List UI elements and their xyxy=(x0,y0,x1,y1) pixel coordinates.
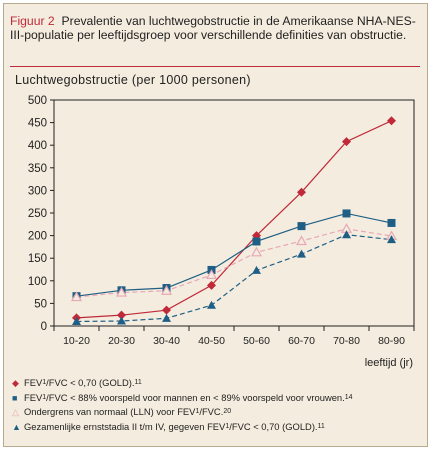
point-lln xyxy=(160,285,173,295)
legend-text: Ondergrens van normaal (LLN) voor FEV xyxy=(24,406,196,417)
legend-text: /FVC < 0,70 (GOLD). xyxy=(46,377,135,388)
x-tick-label: 10-20 xyxy=(63,335,90,347)
legend-item: ◆ FEV 1/FVC < 0,70 (GOLD). 11 xyxy=(12,376,424,391)
x-tick-label: 60-70 xyxy=(288,335,315,347)
y-tick-label: 250 xyxy=(28,208,47,220)
legend-marker: ■ xyxy=(12,392,18,403)
x-tick-label: 70-80 xyxy=(333,335,360,347)
legend-item: △ Ondergrens van normaal (LLN) voor FEV 1/… xyxy=(12,405,424,420)
point-lln88 xyxy=(342,209,351,218)
y-tick-label: 500 xyxy=(28,95,47,107)
figure-title: Figuur 2 Prevalentie van luchtwegobstruc… xyxy=(10,14,420,42)
x-tick-label: 40-50 xyxy=(198,335,225,347)
point-stages xyxy=(72,316,81,325)
point-lln xyxy=(295,235,308,246)
y-tick-label: 450 xyxy=(28,118,47,130)
legend-text: 1 xyxy=(225,422,230,430)
y-tick-label: 400 xyxy=(28,140,47,152)
legend-text: FEV xyxy=(24,377,43,388)
point-lln88 xyxy=(297,222,306,231)
point-lln xyxy=(205,269,218,280)
point-gold xyxy=(207,280,216,290)
series-line-lln xyxy=(76,228,392,298)
legend-item: ■ FEV 1/FVC < 88% voorspeld voor mannen en… xyxy=(12,391,424,406)
title-divider xyxy=(10,66,420,67)
legend-text: FEV xyxy=(24,391,43,403)
y-tick-label: 100 xyxy=(28,276,47,288)
legend-text: /FVC. xyxy=(199,406,224,417)
legend-text: /FVC < 0,70 (GOLD). xyxy=(229,420,318,432)
point-stages xyxy=(117,316,126,325)
figure-panel: Figuur 2 Prevalentie van luchtwegobstruc… xyxy=(3,3,428,447)
point-lln88 xyxy=(252,237,261,246)
line-chart: 0 50 100 150 200 250 300 350 400 450 500 10-20 20-30… xyxy=(28,95,415,369)
figure-label: Figuur 2 xyxy=(10,14,55,28)
legend-text: Gezamenlijke ernststadia II t/m IV, gege… xyxy=(24,420,226,432)
legend-text: 14 xyxy=(344,393,353,401)
series-line-gold xyxy=(76,120,392,319)
y-tick-label: 350 xyxy=(28,163,47,175)
point-stages xyxy=(297,249,306,258)
x-axis-title: leeftijd (jr) xyxy=(365,357,413,369)
point-stages xyxy=(342,230,351,239)
y-tick-label: 0 xyxy=(41,321,47,333)
y-tick-label: 50 xyxy=(34,298,47,310)
legend-marker: △ xyxy=(12,407,19,417)
point-gold xyxy=(162,305,171,315)
legend-marker: ◆ xyxy=(12,378,19,388)
point-gold xyxy=(342,137,351,147)
point-gold xyxy=(297,187,306,197)
y-tick-label: 200 xyxy=(28,231,47,243)
series-line-lln88 xyxy=(76,212,392,297)
point-gold xyxy=(387,116,396,126)
y-tick-label: 150 xyxy=(28,253,47,265)
legend-text: 11 xyxy=(317,422,325,430)
figure-caption: Prevalentie van luchtwegobstructie in de… xyxy=(10,14,416,42)
legend-text: 1 xyxy=(42,393,47,401)
legend-text: 1 xyxy=(195,408,200,415)
chart-legend: ◆ FEV 1/FVC < 0,70 (GOLD). 11 ■ FEV 1/FVC < 88… xyxy=(12,376,424,434)
point-lln xyxy=(70,291,83,302)
y-tick-label: 300 xyxy=(28,185,47,197)
legend-text: 1 xyxy=(42,379,47,386)
series-line-stages xyxy=(76,234,392,323)
point-stages xyxy=(162,313,171,322)
x-tick-label: 30-40 xyxy=(153,335,180,347)
legend-text: 20 xyxy=(223,408,232,415)
x-tick-label: 20-30 xyxy=(108,335,135,347)
legend-text: 11 xyxy=(134,379,142,386)
point-lln xyxy=(115,286,128,297)
point-gold xyxy=(117,310,126,320)
legend-marker: ▲ xyxy=(12,421,21,432)
y-axis-title: Luchtwegobstructie (per 1000 personen) xyxy=(15,73,251,87)
legend-text: /FVC < 88% voorspeld voor mannen en < 89… xyxy=(46,391,345,403)
point-stages xyxy=(207,300,216,309)
point-lln88 xyxy=(387,218,396,227)
point-stages xyxy=(387,235,396,244)
point-lln xyxy=(250,246,263,257)
x-tick-label: 50-60 xyxy=(243,335,270,347)
legend-item: ▲ Gezamenlijke ernststadia II t/m IV, geg… xyxy=(12,420,424,435)
x-tick-label: 80-90 xyxy=(378,335,405,347)
point-stages xyxy=(252,265,261,274)
